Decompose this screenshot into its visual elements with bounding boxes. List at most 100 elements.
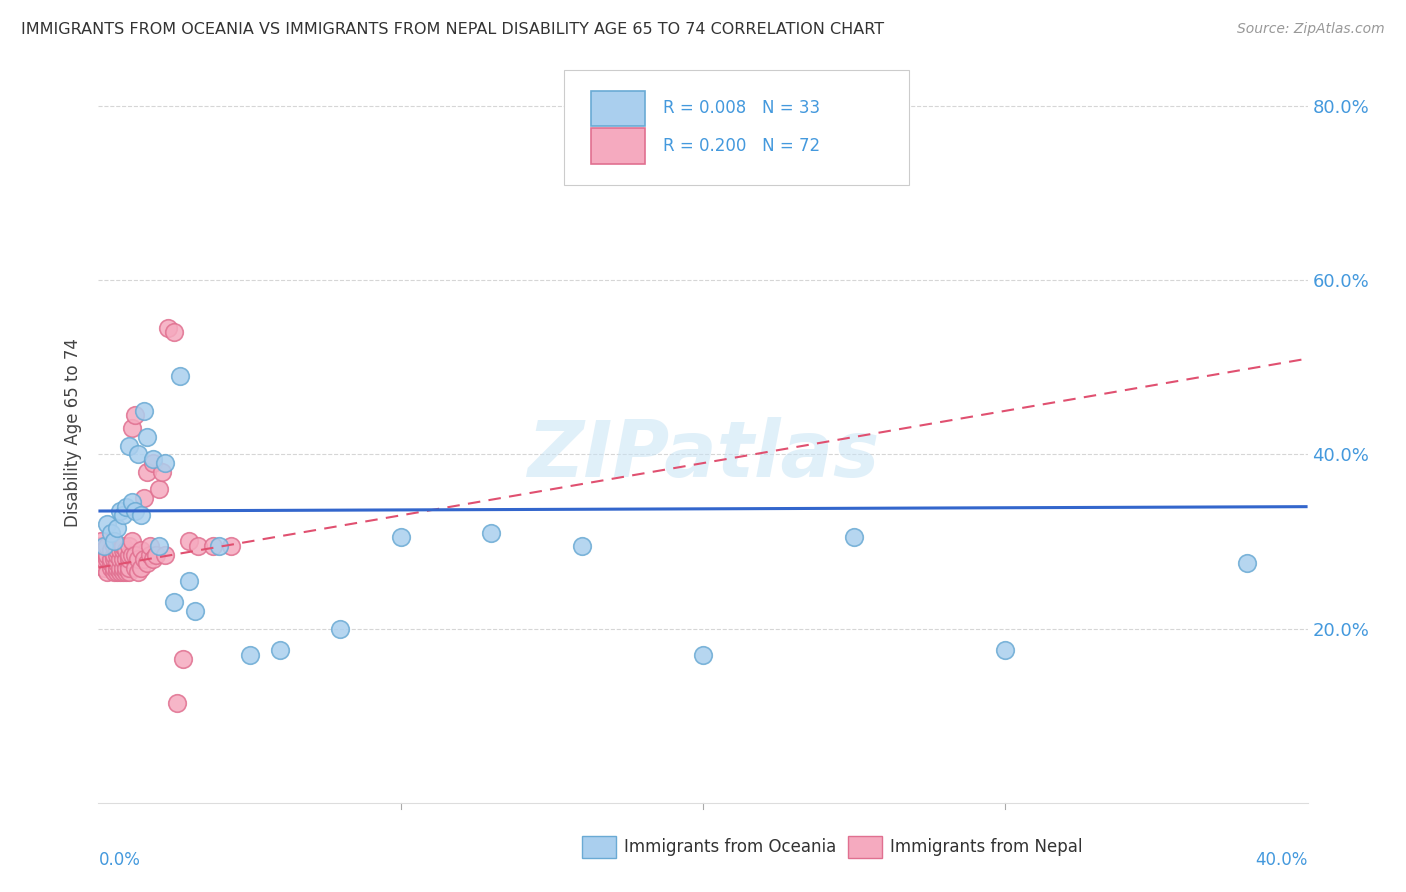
- Point: [127, 447, 149, 461]
- Point: [118, 548, 141, 562]
- Point: [1236, 556, 1258, 570]
- Point: [100, 556, 122, 570]
- Point: [93, 552, 115, 566]
- Point: [103, 560, 125, 574]
- Point: [150, 465, 173, 479]
- Point: [111, 539, 134, 553]
- Point: [142, 456, 165, 470]
- Point: [329, 622, 352, 636]
- Point: [118, 565, 141, 579]
- Point: [129, 508, 152, 523]
- Y-axis label: Disability Age 65 to 74: Disability Age 65 to 74: [65, 338, 83, 527]
- Point: [202, 539, 225, 553]
- Point: [187, 539, 209, 553]
- Point: [118, 539, 141, 553]
- Point: [103, 565, 125, 579]
- Text: Immigrants from Oceania: Immigrants from Oceania: [624, 838, 837, 856]
- Point: [132, 404, 155, 418]
- Point: [111, 543, 134, 558]
- Point: [114, 565, 136, 579]
- Point: [481, 525, 503, 540]
- Point: [121, 495, 143, 509]
- Point: [111, 565, 134, 579]
- Point: [179, 574, 201, 588]
- Point: [105, 560, 128, 574]
- Point: [103, 548, 125, 562]
- Point: [163, 595, 186, 609]
- Point: [108, 552, 131, 566]
- Point: [114, 500, 136, 514]
- Point: [111, 552, 134, 566]
- Point: [132, 491, 155, 505]
- Text: Source: ZipAtlas.com: Source: ZipAtlas.com: [1237, 22, 1385, 37]
- Point: [139, 548, 162, 562]
- Point: [692, 648, 714, 662]
- Point: [96, 552, 118, 566]
- Point: [100, 525, 122, 540]
- Point: [129, 560, 152, 574]
- Point: [108, 543, 131, 558]
- Point: [108, 565, 131, 579]
- Point: [389, 530, 412, 544]
- Text: IMMIGRANTS FROM OCEANIA VS IMMIGRANTS FROM NEPAL DISABILITY AGE 65 TO 74 CORRELA: IMMIGRANTS FROM OCEANIA VS IMMIGRANTS FR…: [21, 22, 884, 37]
- Point: [90, 539, 112, 553]
- Point: [103, 539, 125, 553]
- Point: [121, 534, 143, 549]
- Point: [103, 534, 125, 549]
- Point: [118, 439, 141, 453]
- Point: [129, 543, 152, 558]
- Point: [127, 565, 149, 579]
- Bar: [591, 91, 645, 126]
- Point: [103, 552, 125, 566]
- Point: [221, 539, 243, 553]
- Point: [148, 482, 170, 496]
- Point: [169, 369, 191, 384]
- Point: [124, 408, 146, 422]
- FancyBboxPatch shape: [564, 70, 908, 185]
- Text: 40.0%: 40.0%: [1256, 851, 1308, 869]
- Point: [105, 521, 128, 535]
- Point: [111, 508, 134, 523]
- Point: [118, 552, 141, 566]
- Point: [93, 560, 115, 574]
- Point: [208, 539, 231, 553]
- Point: [239, 648, 262, 662]
- Text: R = 0.200   N = 72: R = 0.200 N = 72: [664, 137, 820, 155]
- Point: [93, 539, 115, 553]
- Bar: [582, 836, 616, 858]
- Point: [96, 539, 118, 553]
- Point: [90, 534, 112, 549]
- Point: [179, 534, 201, 549]
- Point: [111, 560, 134, 574]
- Point: [105, 548, 128, 562]
- Point: [844, 530, 866, 544]
- Point: [145, 548, 167, 562]
- Text: Immigrants from Nepal: Immigrants from Nepal: [890, 838, 1083, 856]
- Point: [114, 560, 136, 574]
- Point: [153, 456, 176, 470]
- Point: [121, 548, 143, 562]
- Text: ZIPatlas: ZIPatlas: [527, 417, 879, 493]
- Point: [100, 543, 122, 558]
- Point: [108, 560, 131, 574]
- Bar: [591, 128, 645, 164]
- Point: [142, 451, 165, 466]
- Point: [105, 543, 128, 558]
- Point: [184, 604, 207, 618]
- Point: [571, 539, 593, 553]
- Point: [135, 465, 157, 479]
- Point: [132, 552, 155, 566]
- Point: [994, 643, 1017, 657]
- Point: [114, 552, 136, 566]
- Point: [127, 552, 149, 566]
- Point: [118, 560, 141, 574]
- Point: [142, 552, 165, 566]
- Point: [135, 556, 157, 570]
- Point: [269, 643, 291, 657]
- Point: [156, 321, 179, 335]
- Point: [124, 504, 146, 518]
- Point: [121, 421, 143, 435]
- Point: [124, 548, 146, 562]
- Point: [96, 565, 118, 579]
- Point: [148, 539, 170, 553]
